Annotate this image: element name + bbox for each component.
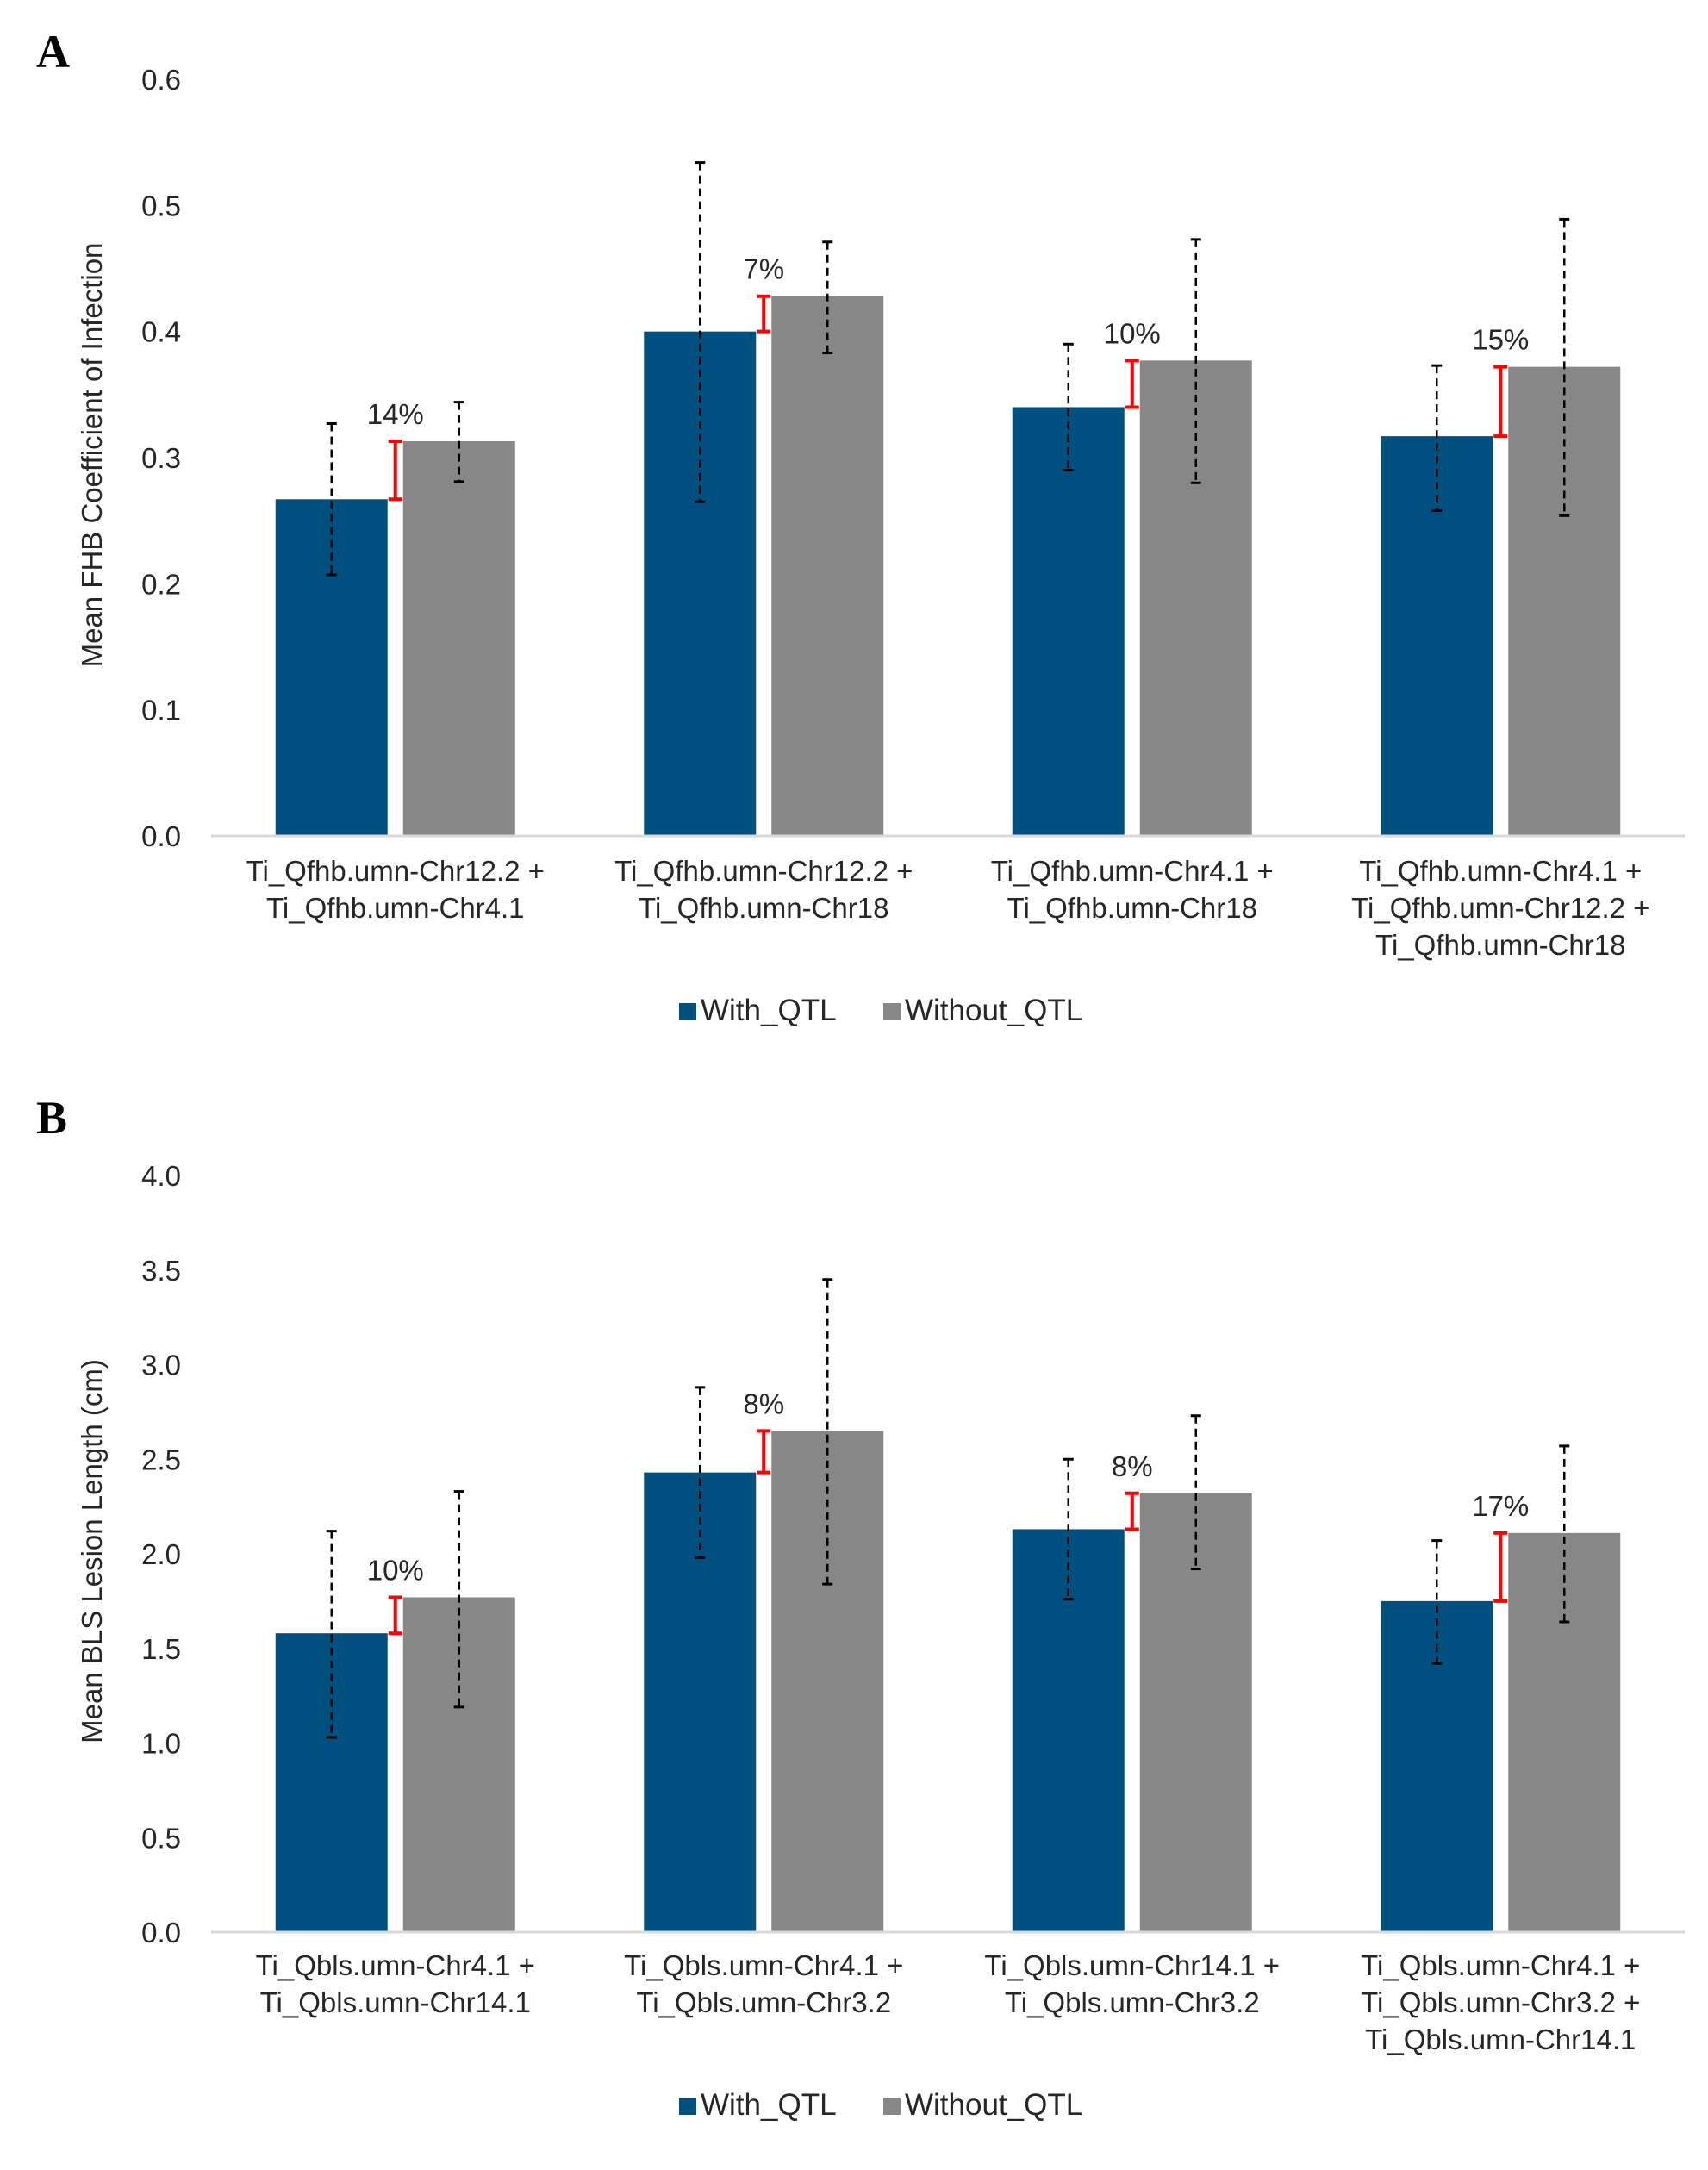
panel-b-percent-label: 17% [1472,1490,1529,1522]
panel-a-category-label: Ti_Qfhb.umn-Chr18 [639,892,888,924]
panel-b-y-axis-label: Mean BLS Lesion Length (cm) [76,1359,108,1743]
panel-b-category-label: Ti_Qbls.umn-Chr4.1 + [1361,1949,1640,1981]
panel-a-percent-label: 15% [1472,324,1529,356]
panel-a-percent-label: 10% [1104,317,1161,349]
panel-a-y-tick-label: 0.5 [141,190,181,221]
panel-a-bar-without-qtl [771,296,884,836]
panel-b-y-tick-label: 2.5 [141,1444,181,1475]
panel-b-y-tick-label: 1.5 [141,1633,181,1665]
panel-b-legend: With_QTL Without_QTL [679,2088,1082,2122]
panel-b-bar-with-qtl [644,1472,757,1932]
panel-a-bar-without-qtl [1508,366,1621,836]
panel-a-difference-markers [388,294,1508,502]
panel-a-y-axis-label: Mean FHB Coefficient of Infection [76,243,108,668]
panel-b-percent-label: 8% [743,1387,784,1419]
panel-b-bar-without-qtl [1508,1532,1621,1932]
panel-a-bar-with-qtl [1381,436,1493,836]
panel-a-legend-with-label: With_QTL [701,994,837,1027]
panel-b-y-tick-label: 3.5 [141,1255,181,1287]
panel-b-legend-with-swatch [679,2098,696,2115]
panel-b-bars [275,1431,1621,1932]
panel-a-y-tick-label: 0.3 [141,442,181,474]
panel-a-error-bars [326,161,1570,577]
panel-a-letter: A [36,26,70,78]
panel-b-y-tick-label: 0.0 [141,1917,181,1949]
panel-a-legend-without-label: Without_QTL [905,994,1082,1027]
panel-a-y-tick-label: 0.4 [141,316,181,348]
panel-b-legend-with-label: With_QTL [701,2088,837,2122]
panel-a-legend: With_QTL Without_QTL [679,994,1082,1027]
panel-a-bar-with-qtl [644,331,757,837]
panel-b-y-tick-label: 2.0 [141,1538,181,1570]
panel-b-percent-labels: 10% 8% 8% 17% [367,1387,1530,1586]
panel-b-bar-with-qtl [275,1633,388,1932]
panel-b-percent-label: 10% [367,1554,424,1586]
panel-a-category-label: Ti_Qfhb.umn-Chr4.1 + [991,855,1274,887]
panel-b-percent-label: 8% [1112,1450,1153,1482]
panel-b-category-label: Ti_Qbls.umn-Chr4.1 + [256,1949,535,1981]
panel-b-category-label: Ti_Qbls.umn-Chr14.1 [1365,2023,1636,2055]
panel-a-legend-with-swatch [679,1003,696,1020]
panel-b-category-label: Ti_Qbls.umn-Chr3.2 [636,1986,891,2018]
panel-b-category-labels: Ti_Qbls.umn-Chr4.1 + Ti_Qbls.umn-Chr14.1 T… [256,1949,1641,2055]
panel-b-letter: B [36,1092,67,1144]
panel-a-legend-without-swatch [883,1003,901,1020]
panel-b-category-label: Ti_Qbls.umn-Chr14.1 + [984,1949,1280,1981]
panel-a-y-tick-label: 0.6 [141,64,181,96]
panel-b-legend-without-swatch [883,2098,901,2115]
panel-b-bar-with-qtl [1381,1600,1493,1932]
panel-a-percent-label: 14% [367,398,424,430]
panel-b-y-tick-label: 3.0 [141,1350,181,1381]
panel-b-y-ticks: 0.0 0.5 1.0 1.5 2.0 2.5 3.0 3.5 4.0 [141,1160,181,1949]
panel-b-category-label: Ti_Qbls.umn-Chr3.2 [1005,1986,1260,2018]
panel-a-category-label: Ti_Qfhb.umn-Chr18 [1007,892,1257,924]
panel-b-y-tick-label: 4.0 [141,1160,181,1192]
panel-b-bar-with-qtl [1012,1529,1125,1932]
panel-a-bars [275,296,1621,837]
panel-a-category-label: Ti_Qfhb.umn-Chr12.2 + [1351,892,1649,924]
panel-b-category-label: Ti_Qbls.umn-Chr14.1 [260,1986,531,2018]
panel-a-category-label: Ti_Qfhb.umn-Chr18 [1375,929,1625,961]
panel-b-bar-without-qtl [1139,1493,1252,1932]
panel-a-y-tick-label: 0.2 [141,568,181,600]
panel-a-y-tick-label: 0.0 [141,820,181,852]
panel-a-y-tick-label: 0.1 [141,695,181,726]
panel-a-category-label: Ti_Qfhb.umn-Chr4.1 + [1359,855,1642,887]
panel-b-category-label: Ti_Qbls.umn-Chr4.1 + [624,1949,903,1981]
panel-b-difference-markers [388,1429,1508,1636]
panel-a-category-labels: Ti_Qfhb.umn-Chr12.2 + Ti_Qfhb.umn-Chr4.1 T… [246,855,1650,961]
panel-a-bar-with-qtl [1012,407,1125,836]
panel-a-category-label: Ti_Qfhb.umn-Chr4.1 [266,892,525,924]
panel-a-bar-with-qtl [275,499,388,836]
panel-a-category-label: Ti_Qfhb.umn-Chr12.2 + [614,855,913,887]
panel-b-error-bars [326,1278,1570,1739]
panel-a-bar-without-qtl [1139,360,1252,836]
panel-a-bar-without-qtl [402,440,515,836]
panel-a: A Mean FHB Coefficient of Infection 0.00… [36,26,1685,1027]
panel-b: B Mean BLS Lesion Length (cm) 0.0 0.5 1.0 1… [36,1092,1685,2122]
panel-b-y-tick-label: 1.0 [141,1728,181,1760]
panel-a-percent-label: 7% [743,253,784,285]
panel-a-category-label: Ti_Qfhb.umn-Chr12.2 + [246,855,545,887]
panel-a-percent-labels: 14% 7% 10% 15% [367,253,1530,430]
panel-b-legend-without-label: Without_QTL [905,2088,1082,2122]
panel-a-y-ticks: 0.0 0.1 0.2 0.3 0.4 0.5 0.6 [141,64,181,852]
panel-b-category-label: Ti_Qbls.umn-Chr3.2 + [1361,1986,1640,2018]
panel-b-y-tick-label: 0.5 [141,1822,181,1854]
